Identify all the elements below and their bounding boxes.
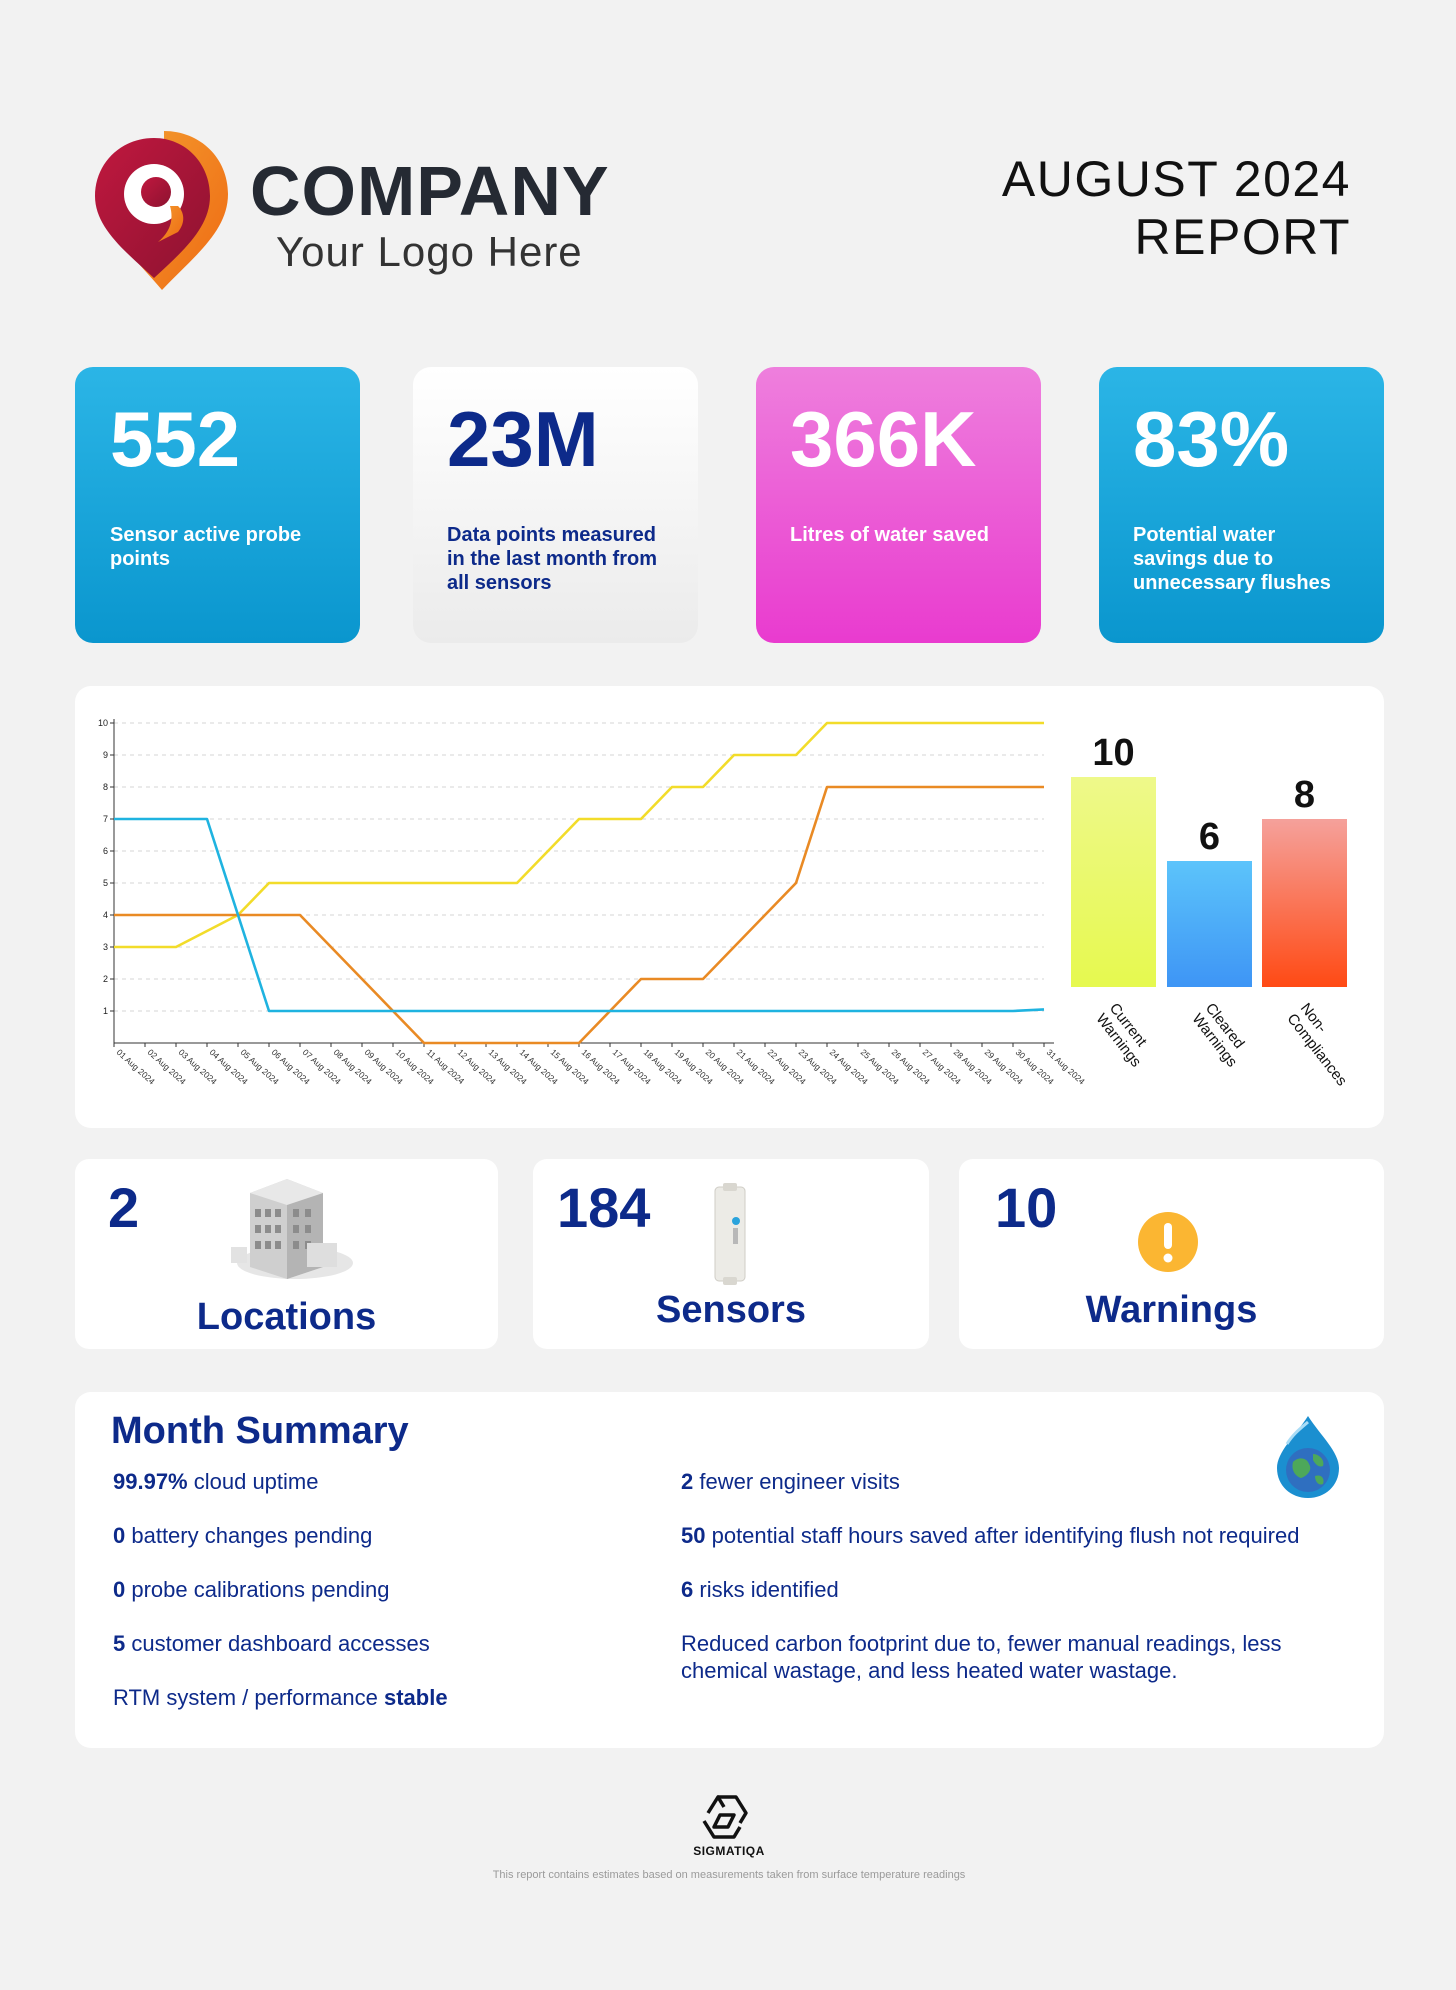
chart-panel: 1 2 3 4 5 6 7 8 9 10 01 Aug 2024 02 Aug 2024 03 Aug … [75,686,1384,1128]
kpi-card-probe-points: 552 Sensor active probe points [75,367,360,643]
company-logo-icon [92,128,232,292]
stat-value: 10 [995,1176,1058,1239]
y-tick-label: 1 [103,1006,108,1016]
stat-card-sensors: 184 Sensors [533,1159,929,1349]
month-summary-panel: Month Summary 99.97% cloud uptime 0 batt… [75,1392,1384,1748]
kpi-card-data-points: 23M Data points measured in the last mon… [413,367,698,643]
kpi-card-water-saved: 366K Litres of water saved [756,367,1041,643]
report-title: AUGUST 2024 REPORT [1002,150,1351,266]
bar-1 [1167,861,1252,987]
company-tagline: Your Logo Here [276,228,583,275]
y-tick-label: 5 [103,878,108,888]
water-drop-globe-icon [1277,1416,1339,1498]
summary-item-engineer-visits: 2 fewer engineer visits [681,1469,900,1494]
y-tick-label: 9 [103,750,108,760]
y-tick-label: 8 [103,782,108,792]
brand-name: SIGMATIQA [693,1844,765,1858]
summary-title: Month Summary [111,1410,409,1452]
summary-item-battery: 0 battery changes pending [113,1523,373,1548]
exclamation-warning-icon [1138,1212,1198,1272]
y-tick-label: 10 [98,718,108,728]
kpi-value: 552 [110,395,241,483]
stat-card-warnings: 10 Warnings [959,1159,1384,1349]
summary-item-uptime: 99.97% cloud uptime [113,1469,319,1494]
kpi-label: Potential water savings due to unnecessa… [1133,524,1331,594]
bar-2 [1262,819,1347,987]
sensor-device-icon [714,1183,746,1285]
y-tick-label: 3 [103,942,108,952]
bar-0 [1071,777,1156,987]
stat-label: Locations [196,1296,377,1338]
summary-item-dashboard: 5 customer dashboard accesses [113,1631,430,1656]
kpi-label: Sensor active probe points [110,524,302,570]
kpi-label: Litres of water saved [790,524,989,546]
y-tick-label: 2 [103,974,108,984]
y-tick-label: 6 [103,846,108,856]
stat-label: Sensors [656,1289,806,1331]
summary-item-staff-hours: 50 potential staff hours saved after ide… [681,1523,1300,1548]
bar-value-label: 6 [1199,816,1220,858]
bar-category-label: ClearedWarnings [1188,1000,1253,1070]
summary-item-system: RTM system / performance stable [113,1685,448,1710]
company-name: COMPANY [250,152,610,230]
disclaimer: This report contains estimates based on … [492,1869,966,1881]
bar-category-label: CurrentWarnings [1092,1000,1157,1070]
sigmatiqa-logo-icon [702,1795,748,1839]
building-icon [231,1179,353,1279]
summary-item-carbon: Reduced carbon footprint due to, fewer m… [681,1631,1282,1683]
bar-category-label: Non-Compliances [1283,1000,1363,1089]
summary-item-calibrations: 0 probe calibrations pending [113,1577,390,1602]
stat-label: Warnings [1085,1289,1258,1331]
series-line-1 [114,785,1044,1045]
bar-value-label: 10 [1092,732,1134,774]
stat-value: 184 [557,1176,651,1239]
kpi-card-potential-savings: 83% Potential water savings due to unnec… [1099,367,1384,643]
stat-value: 2 [108,1176,140,1239]
series-line-2 [114,817,1045,1013]
kpi-value: 23M [447,395,599,483]
report-title-label: REPORT [1134,209,1351,265]
series-line-0 [114,721,1044,949]
report-title-month: AUGUST 2024 [1001,151,1351,207]
kpi-value: 366K [790,395,977,483]
y-tick-label: 7 [103,814,108,824]
stat-card-locations: 2 Locations [75,1159,498,1349]
kpi-value: 83% [1133,395,1290,483]
summary-item-risks: 6 risks identified [681,1577,839,1602]
bar-value-label: 8 [1294,774,1315,816]
y-tick-label: 4 [103,910,108,920]
kpi-label: Data points measured in the last month f… [447,524,657,594]
